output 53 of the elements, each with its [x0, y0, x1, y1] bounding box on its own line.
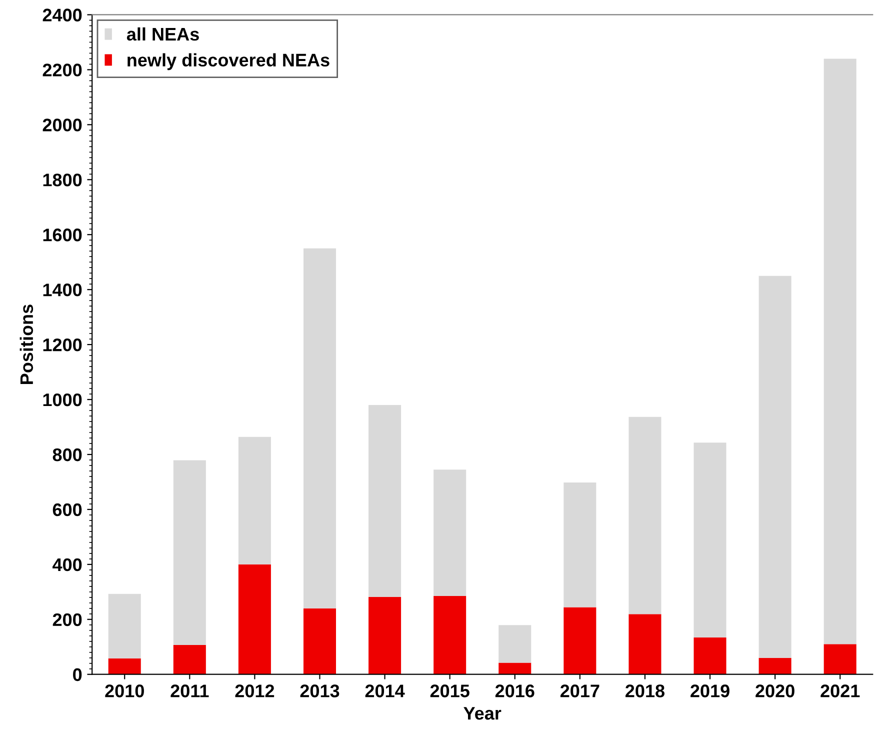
y-tick-label: 2400: [42, 8, 82, 22]
x-tick-label: 2020: [756, 684, 794, 698]
bar: [694, 442, 726, 638]
legend-label: newly discovered NEAs: [128, 53, 330, 70]
x-tick-label: 2014: [365, 684, 405, 698]
bar: [564, 607, 596, 674]
y-axis-title: Positions: [20, 304, 34, 384]
x-tick-label: 2016: [495, 684, 534, 698]
bar: [368, 596, 402, 674]
x-axis-title: Year: [464, 707, 502, 720]
bar: [368, 405, 402, 597]
x-tick-label: 2010: [105, 684, 144, 698]
legend-label: all NEAs: [126, 27, 199, 41]
y-tick-label: 400: [52, 558, 82, 572]
bar: [173, 460, 206, 645]
bar: [498, 625, 532, 663]
y-tick-label: 1000: [43, 393, 82, 406]
y-tick-label: 1800: [43, 174, 82, 186]
y-tick-label: 800: [52, 448, 82, 462]
y-tick-label: 2000: [42, 118, 82, 132]
bar: [238, 564, 271, 674]
bar: [108, 594, 141, 658]
bar: [303, 608, 336, 674]
bar: [434, 470, 466, 596]
bar: [824, 644, 856, 674]
bar: [824, 58, 856, 644]
y-tick-label: 1400: [43, 284, 82, 296]
x-tick-label: 2021: [820, 684, 860, 698]
bar: [758, 658, 792, 674]
y-tick-label: 2200: [42, 64, 82, 76]
y-tick-label: 1200: [43, 338, 82, 352]
bar: [758, 276, 792, 658]
bar: [564, 482, 596, 608]
bar: [238, 436, 271, 564]
bar: [694, 638, 726, 674]
bar: [628, 416, 662, 614]
x-tick-label: 2017: [560, 684, 600, 698]
bar: [498, 662, 532, 674]
bar: [303, 248, 336, 608]
x-tick-label: 2018: [626, 684, 664, 698]
bar: [173, 644, 206, 674]
x-tick-label: 2013: [300, 684, 340, 698]
bar: [434, 596, 466, 674]
x-tick-label: 2012: [235, 684, 274, 698]
y-tick-label: 200: [52, 613, 82, 626]
bar: [628, 614, 662, 674]
x-tick-label: 2011: [170, 684, 209, 698]
x-tick-label: 2019: [690, 684, 730, 698]
y-tick-label: 600: [52, 503, 82, 516]
y-tick-label: 0: [73, 668, 82, 682]
bar: [108, 658, 141, 674]
y-tick-label: 1600: [43, 228, 82, 242]
x-tick-label: 2015: [430, 684, 470, 698]
